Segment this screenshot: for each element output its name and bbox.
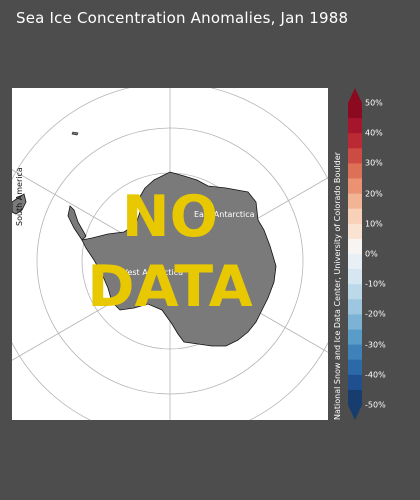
no-data-line-2: DATA xyxy=(87,254,253,320)
no-data-line-1: NO xyxy=(121,184,219,250)
colorbar-segment xyxy=(348,133,362,149)
colorbar-segment xyxy=(348,163,362,179)
colorbar-tick-label: -40% xyxy=(365,370,386,380)
colorbar-tick-label: 0% xyxy=(365,249,378,259)
colorbar-tick-label: -20% xyxy=(365,309,386,319)
colorbar-tick-label: 20% xyxy=(365,189,383,199)
colorbar-segment xyxy=(348,389,362,406)
colorbar-tick-label: 30% xyxy=(365,158,383,168)
colorbar-segment xyxy=(348,103,362,119)
label-west-antarctica: West Antarctica xyxy=(120,268,183,277)
polar-grid xyxy=(12,88,328,420)
label-east-antarctica: East Antarctica xyxy=(194,210,255,219)
colorbar-segment xyxy=(348,178,362,194)
colorbar-segment xyxy=(348,254,362,270)
colorbar-segment xyxy=(348,238,362,255)
colorbar xyxy=(348,88,362,420)
colorbar-tick-label: -50% xyxy=(365,400,386,410)
colorbar-segment xyxy=(348,269,362,285)
polar-map: South America East Antarctica West Antar… xyxy=(12,88,328,420)
colorbar-segment xyxy=(348,359,362,376)
colorbar-segment xyxy=(348,329,362,345)
colorbar-tick-label: -30% xyxy=(365,340,386,350)
colorbar-tick-label: 50% xyxy=(365,98,383,108)
colorbar-segment xyxy=(348,314,362,330)
antarctic-peninsula xyxy=(67,205,87,241)
south-america-tip xyxy=(12,193,27,215)
colorbar-segment xyxy=(348,148,362,164)
map-title: Sea Ice Concentration Anomalies, Jan 198… xyxy=(16,9,349,27)
colorbar-max-arrow xyxy=(348,88,362,103)
antarctica-landmass xyxy=(81,171,277,347)
colorbar-segment xyxy=(348,299,362,315)
island-fragment xyxy=(71,131,79,136)
colorbar-segment xyxy=(348,344,362,360)
colorbar-segment xyxy=(348,223,362,240)
no-data-overlay: NO DATA xyxy=(12,182,328,322)
colorbar-segment xyxy=(348,208,362,225)
colorbar-tick-label: 40% xyxy=(365,128,383,138)
data-credit: National Snow and Ice Data Center, Unive… xyxy=(333,152,342,420)
colorbar-segment xyxy=(348,193,362,209)
colorbar-segment xyxy=(348,118,362,134)
colorbar-segment xyxy=(348,284,362,300)
colorbar-tick-label: 10% xyxy=(365,219,383,229)
colorbar-tick-label: -10% xyxy=(365,279,386,289)
colorbar-segment xyxy=(348,374,362,391)
colorbar-min-arrow xyxy=(348,405,362,420)
